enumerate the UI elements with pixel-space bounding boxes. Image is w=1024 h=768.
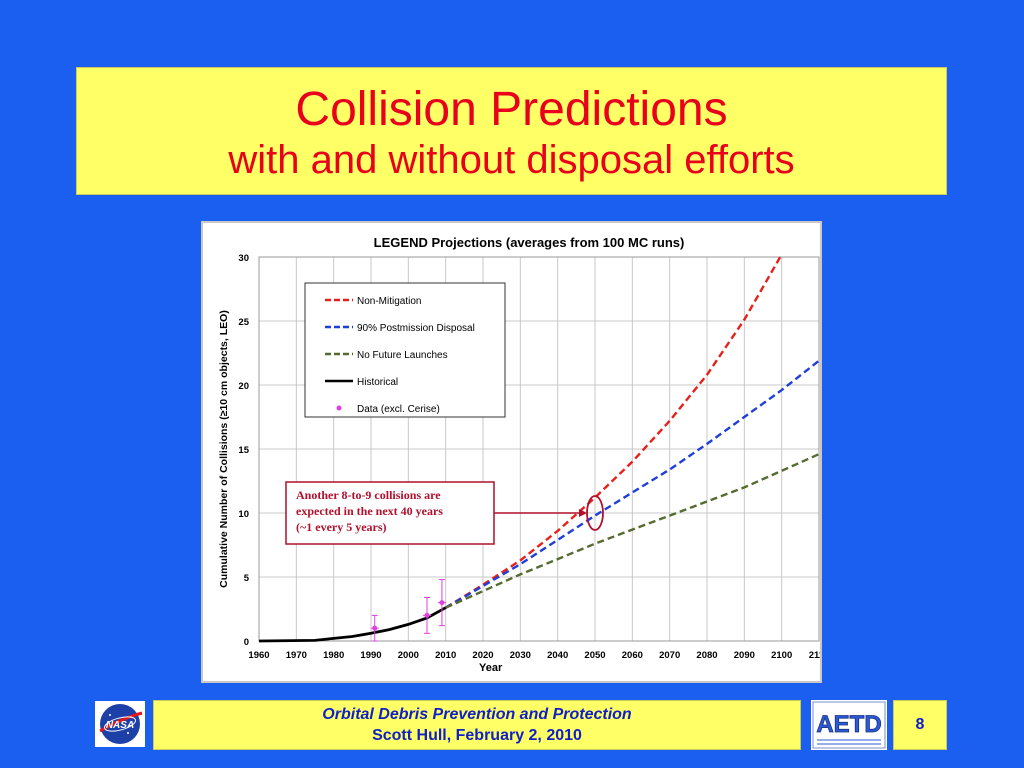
y-tick-label: 25 <box>238 317 249 328</box>
data-point <box>372 625 378 631</box>
chart-title: LEGEND Projections (averages from 100 MC… <box>374 235 685 250</box>
title-banner: Collision Predictions with and without d… <box>76 67 947 195</box>
series-line-90-postmission-disposal <box>445 359 820 609</box>
y-tick-label: 10 <box>238 509 249 520</box>
y-tick-label: 5 <box>244 573 250 584</box>
series-line-non-mitigation <box>445 253 783 609</box>
x-tick-label: 2100 <box>771 650 792 661</box>
y-tick-label: 30 <box>238 253 249 264</box>
legend-label: Non-Mitigation <box>357 296 421 307</box>
x-tick-label: 2000 <box>398 650 419 661</box>
page-number: 8 <box>915 716 925 733</box>
legend-label: No Future Launches <box>357 350 448 361</box>
y-axis-label: Cumulative Number of Collisions (≥10 cm … <box>218 310 230 588</box>
page-number-box: 8 <box>893 700 947 750</box>
data-point <box>439 600 445 606</box>
annotation-text: Another 8-to-9 collisions are <box>296 488 441 502</box>
series-line-no-future-launches <box>445 453 820 609</box>
plot-border <box>258 256 820 642</box>
y-tick-label: 20 <box>238 381 249 392</box>
x-tick-label: 1990 <box>360 650 381 661</box>
svg-text:AETD: AETD <box>816 711 881 738</box>
legend-box <box>304 282 506 418</box>
annotation-box <box>285 481 495 545</box>
annotation-text: expected in the next 40 years <box>296 504 443 518</box>
slide-title: Collision Predictions <box>295 83 728 136</box>
legend-label: 90% Postmission Disposal <box>357 323 475 334</box>
legend-label: Historical <box>357 377 398 388</box>
x-tick-label: 1960 <box>248 650 269 661</box>
x-tick-label: 1970 <box>286 650 307 661</box>
x-tick-label: 2040 <box>547 650 568 661</box>
slide-subtitle: with and without disposal efforts <box>228 138 795 182</box>
x-tick-label: 2010 <box>435 650 456 661</box>
nasa-logo: NASA <box>95 701 145 747</box>
x-tick-label: 2030 <box>510 650 531 661</box>
annotation-arrowhead <box>579 509 587 517</box>
x-tick-label: 2050 <box>584 650 605 661</box>
y-tick-label: 15 <box>238 445 249 456</box>
x-tick-label: 2090 <box>734 650 755 661</box>
annotation-text: (~1 every 5 years) <box>296 520 387 534</box>
aetd-logo: AETD <box>811 700 887 750</box>
x-tick-label: 2080 <box>696 650 717 661</box>
collision-chart: LEGEND Projections (averages from 100 MC… <box>218 235 820 674</box>
y-tick-label: 0 <box>244 637 249 648</box>
x-tick-label: 2020 <box>472 650 493 661</box>
chart-frame: LEGEND Projections (averages from 100 MC… <box>201 221 822 683</box>
series-line-historical <box>258 606 447 643</box>
x-axis-label: Year <box>479 662 503 674</box>
legend-marker <box>336 405 342 411</box>
x-tick-label: 2070 <box>659 650 680 661</box>
data-point <box>424 612 430 618</box>
annotation-ellipse <box>586 495 604 531</box>
x-tick-label: 2060 <box>622 650 643 661</box>
footer-line-2: Scott Hull, February 2, 2010 <box>372 727 582 744</box>
svg-text:NASA: NASA <box>106 720 134 731</box>
footer-line-1: Orbital Debris Prevention and Protection <box>322 706 632 723</box>
footer-banner: Orbital Debris Prevention and Protection… <box>153 700 801 750</box>
x-tick-label: 1980 <box>323 650 344 661</box>
legend-label: Data (excl. Cerise) <box>357 404 440 415</box>
x-tick-label: 2110 <box>809 650 820 661</box>
